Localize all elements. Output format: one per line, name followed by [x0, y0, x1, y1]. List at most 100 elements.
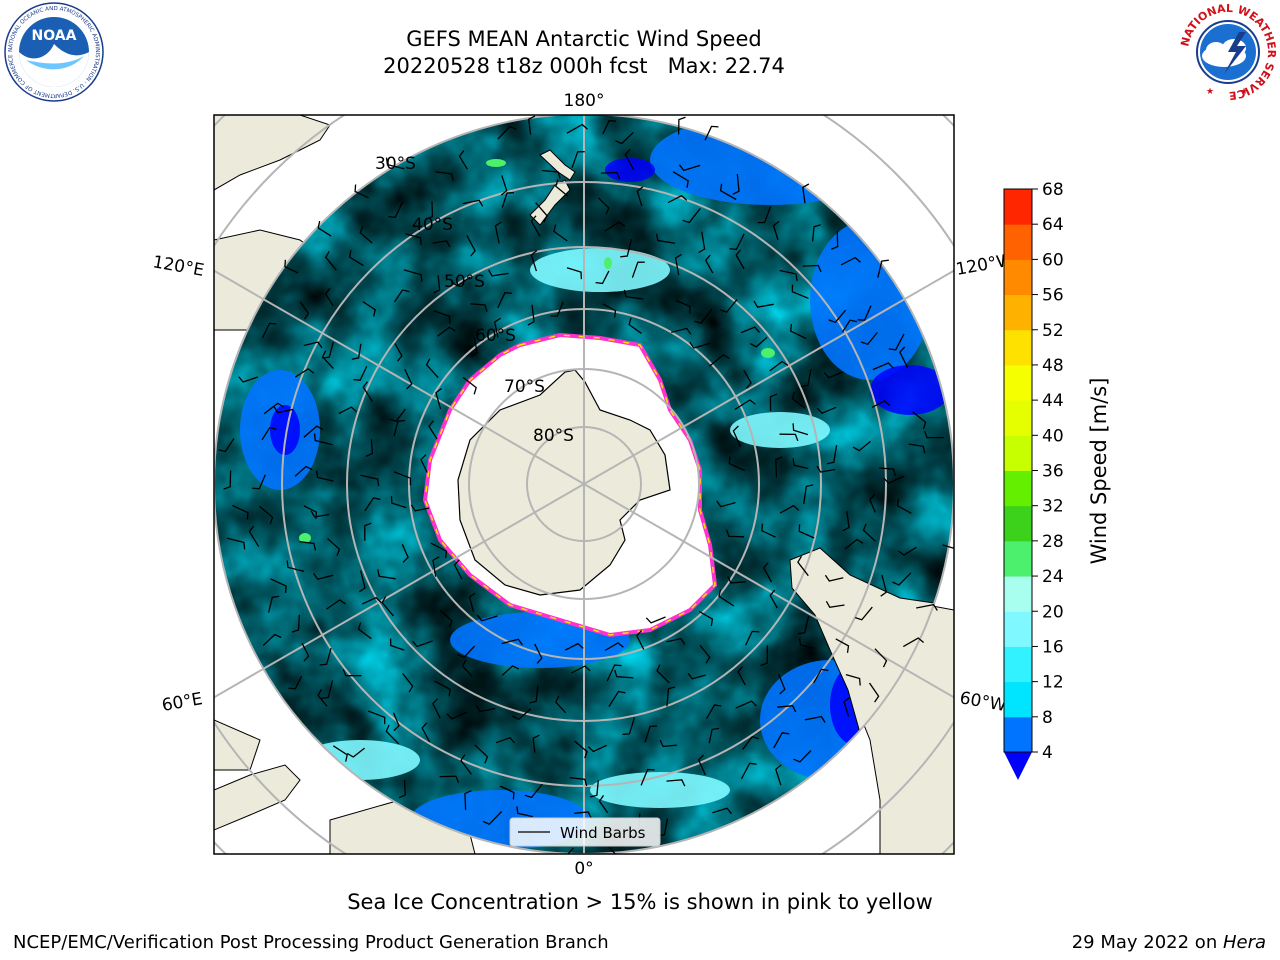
wind-barb [439, 775, 460, 783]
wind-barb [404, 368, 413, 390]
wind-barb [294, 465, 313, 477]
lat-label-50s: 50°S [444, 272, 485, 292]
wind-barb [725, 529, 745, 538]
wind-barb [841, 319, 858, 333]
wind-barb [666, 779, 686, 787]
lat-label-80s: 80°S [533, 426, 574, 446]
wind-barb [273, 406, 294, 414]
lon-label-180: 180° [564, 91, 605, 111]
wind-barb [716, 500, 736, 508]
latitude-labels: 30°S 40°S 50°S 60°S 70°S 80°S [375, 154, 574, 446]
wind-barb [614, 669, 634, 679]
wind-barb [704, 254, 714, 274]
colorbar-tick-label: 40 [1042, 426, 1064, 446]
wind-barb [388, 201, 404, 218]
wind-barb [749, 336, 768, 348]
wind-barb [398, 780, 406, 799]
wind-barb [385, 157, 405, 170]
wind-barb [322, 341, 334, 359]
wind-barb [737, 665, 746, 686]
wind-barb [435, 171, 454, 181]
wind-barb [516, 806, 533, 818]
wind-barb [565, 642, 584, 651]
wind-barb [830, 231, 839, 250]
wind-barb [793, 750, 812, 763]
wind-barb [694, 308, 713, 324]
wind-barb [761, 523, 776, 538]
wind-barb [636, 186, 644, 207]
wind-barb [385, 724, 400, 745]
wind-barb [797, 555, 809, 577]
wind-barb [740, 762, 757, 780]
wind-barb [816, 465, 836, 473]
wind-barb [798, 524, 815, 539]
lat-label-40s: 40°S [412, 215, 453, 235]
wind-barb [303, 425, 324, 438]
wind-barb [360, 474, 380, 487]
wind-barb [262, 633, 282, 646]
wind-barb [898, 546, 917, 556]
wind-barb [499, 785, 515, 800]
wind-barb [769, 589, 778, 609]
wind-barb [367, 710, 386, 725]
footer-date-text: 29 May 2022 on [1071, 932, 1223, 953]
wind-barb [860, 331, 878, 346]
lon-label-60e: 60°E [160, 689, 204, 716]
wind-barb [825, 600, 845, 609]
wind-barb [697, 754, 706, 776]
legend-label: Wind Barbs [560, 824, 646, 842]
wind-barb [615, 132, 634, 145]
wind-barb [672, 171, 689, 188]
wind-barb [824, 574, 844, 582]
wind-barb [712, 807, 732, 815]
wind-barb [493, 317, 502, 338]
lon-label-0: 0° [574, 859, 593, 879]
wind-barb [835, 638, 850, 653]
wind-barb [597, 197, 610, 215]
wind-barb [728, 456, 746, 472]
wind-barb [351, 343, 362, 360]
wind-barb [877, 259, 889, 278]
wind-barb [299, 301, 310, 320]
wind-barb [501, 638, 523, 646]
wind-barb [527, 304, 535, 326]
wind-barb [439, 609, 453, 628]
wind-barb [840, 256, 861, 266]
wind-barb [769, 360, 789, 372]
wind-barb [541, 169, 561, 179]
colorbar-swatch [1004, 681, 1032, 718]
wind-barb [745, 630, 760, 646]
wind-barb [791, 391, 806, 409]
wind-barb [892, 572, 912, 586]
wind-barb [659, 739, 678, 748]
wind-barb [425, 358, 439, 379]
wind-barb [753, 300, 774, 308]
colorbar-tick-label: 48 [1042, 356, 1064, 376]
wind-barb [872, 362, 894, 371]
wind-barb [534, 643, 543, 664]
wind-barb [512, 708, 532, 721]
wind-barb [310, 510, 330, 518]
wind-barb [879, 467, 897, 476]
wind-barb [880, 574, 888, 597]
wind-barb [698, 231, 706, 254]
wind-barb [327, 538, 341, 557]
wind-barb [433, 275, 441, 294]
wind-barb [461, 659, 473, 677]
wind-barb [468, 592, 476, 613]
wind-barb [348, 250, 364, 267]
wind-barb [718, 589, 735, 607]
wind-barb [604, 221, 626, 232]
wind-barb [434, 680, 451, 697]
wind-barb [288, 675, 303, 690]
wind-barb [470, 337, 478, 357]
colorbar-swatch [1004, 294, 1032, 331]
chart-title: GEFS MEAN Antarctic Wind Speed 20220528 … [383, 26, 785, 80]
wind-barb [248, 525, 260, 547]
wind-barb [291, 614, 300, 633]
lat-label-60s: 60°S [475, 326, 516, 346]
wind-barb [666, 686, 676, 707]
colorbar-swatch [1004, 505, 1032, 542]
wind-barb [315, 470, 334, 482]
